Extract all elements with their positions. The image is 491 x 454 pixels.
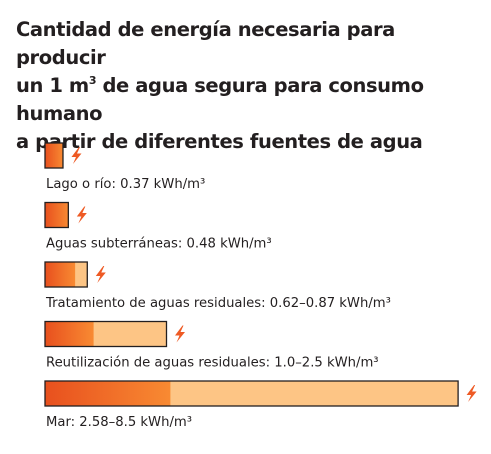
bar-label-aguas-subterraneas: Aguas subterráneas: 0.48 kWh/m³ — [46, 236, 272, 252]
bar-row-tratamiento-de-aguas-residuales: Tratamiento de aguas residuales: 0.62–0.… — [44, 261, 391, 311]
title-line-2-end: de agua segura para consumo humano — [16, 74, 424, 125]
lightning-bolt-icon — [175, 325, 185, 343]
bar-row-mar: Mar: 2.58–8.5 kWh/m³ — [44, 380, 477, 430]
bar-label-lago-o-rio: Lago o río: 0.37 kWh/m³ — [46, 176, 205, 192]
bar-outline-mar — [44, 380, 459, 407]
lightning-bolt-icon — [71, 147, 82, 164]
bar-label-mar: Mar: 2.58–8.5 kWh/m³ — [46, 415, 192, 430]
title-line-3: a partir de diferentes fuentes de agua — [16, 130, 423, 153]
bar-row-lago-o-rio: Lago o río: 0.37 kWh/m³ — [44, 142, 205, 192]
bar-min-tratamiento-de-aguas-residuales — [45, 262, 76, 287]
title-line-1: Cantidad de energía necesaria para produ… — [16, 18, 395, 69]
lightning-bolt-icon — [76, 206, 87, 224]
bar-label-reutilizacion-de-aguas-residuales: Reutilización de aguas residuales: 1.0–2… — [46, 355, 379, 371]
bar-row-aguas-subterraneas: Aguas subterráneas: 0.48 kWh/m³ — [44, 201, 272, 252]
bar-outline-lago-o-rio — [44, 142, 64, 169]
bars-group: Lago o río: 0.37 kWh/m³ Aguas subterránea… — [44, 142, 477, 430]
bar-outline-aguas-subterraneas — [44, 201, 69, 229]
title-superscript: 3 — [88, 73, 97, 87]
lightning-bolt-icon — [466, 385, 477, 402]
bar-row-reutilizacion-de-aguas-residuales: Reutilización de aguas residuales: 1.0–2… — [44, 320, 379, 371]
bar-min-reutilizacion-de-aguas-residuales — [45, 321, 94, 347]
chart-title: Cantidad de energía necesaria para produ… — [16, 16, 486, 156]
bar-min-mar — [45, 381, 171, 406]
bar-label-tratamiento-de-aguas-residuales: Tratamiento de aguas residuales: 0.62–0.… — [45, 296, 391, 311]
lightning-bolt-icon — [95, 266, 106, 283]
title-line-2-start: un 1 m — [16, 74, 89, 97]
bar-min-lago-o-rio — [45, 143, 63, 168]
bar-outline-reutilizacion-de-aguas-residuales — [44, 320, 168, 348]
bar-min-aguas-subterraneas — [45, 202, 69, 228]
bar-outline-tratamiento-de-aguas-residuales — [44, 261, 88, 288]
